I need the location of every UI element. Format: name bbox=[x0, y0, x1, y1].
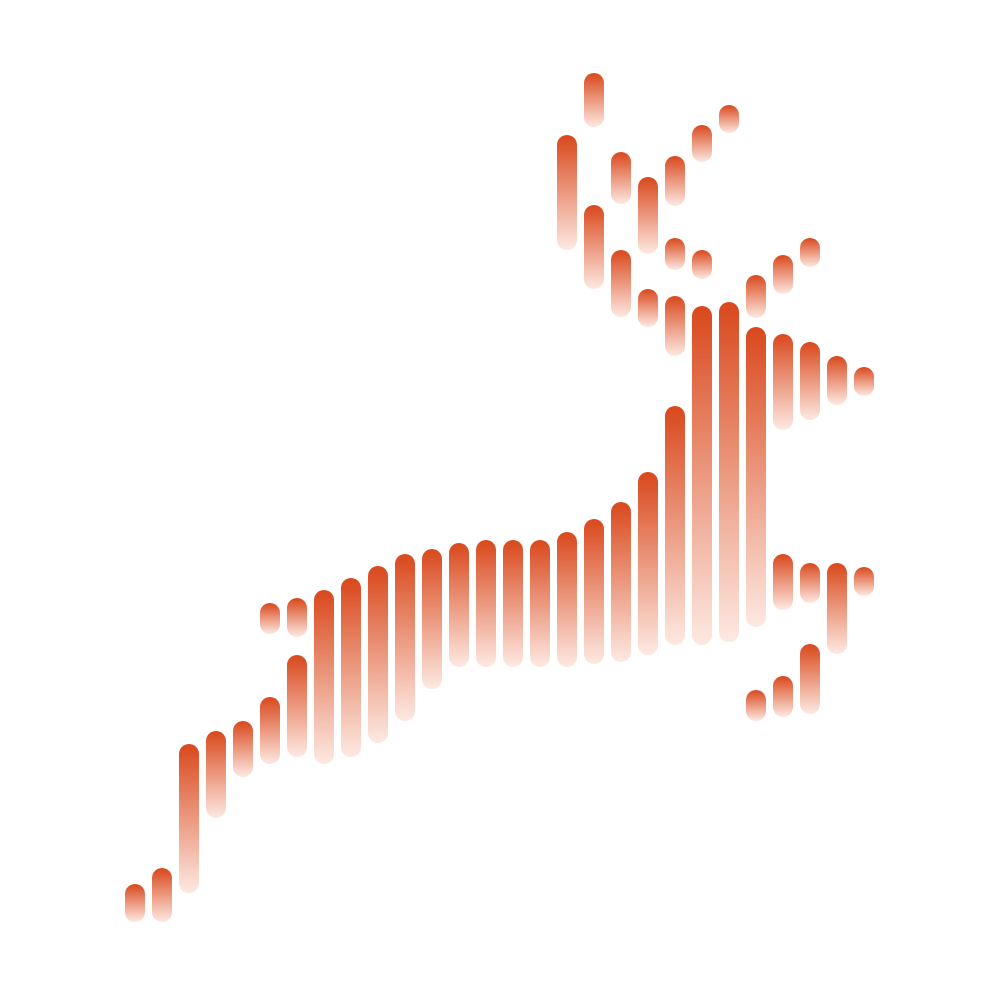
deer-bar-28 bbox=[800, 342, 820, 420]
deer-bar-48 bbox=[692, 125, 712, 162]
deer-bar-16 bbox=[476, 540, 496, 667]
deer-bar-45 bbox=[665, 156, 685, 206]
deer-bar-18 bbox=[530, 540, 550, 667]
deer-bar-7 bbox=[260, 603, 280, 634]
deer-bar-2 bbox=[152, 868, 172, 922]
deer-bar-41 bbox=[611, 152, 631, 204]
deer-bar-8 bbox=[287, 598, 307, 637]
deer-bar-43 bbox=[638, 177, 658, 254]
deer-bar-37 bbox=[800, 644, 820, 714]
deer-bar-50 bbox=[719, 105, 739, 133]
deer-bar-26 bbox=[746, 327, 766, 627]
deer-bar-49 bbox=[692, 250, 712, 279]
deer-bar-4 bbox=[206, 731, 226, 818]
deer-bar-13 bbox=[395, 554, 415, 721]
deer-bar-44 bbox=[638, 289, 658, 327]
deer-bar-1 bbox=[125, 884, 145, 922]
deer-bar-30 bbox=[854, 367, 874, 396]
deer-bar-24 bbox=[692, 306, 712, 645]
deer-bar-53 bbox=[800, 238, 820, 267]
deer-bar-29 bbox=[827, 356, 847, 405]
deer-bar-36 bbox=[773, 676, 793, 717]
deer-bar-group bbox=[125, 73, 874, 922]
deer-bar-19 bbox=[557, 532, 577, 667]
deer-bar-23 bbox=[665, 406, 685, 645]
deer-bar-11 bbox=[341, 578, 361, 757]
deer-bar-47 bbox=[665, 296, 685, 356]
deer-bar-6 bbox=[260, 697, 280, 764]
deer-bar-12 bbox=[368, 566, 388, 743]
deer-bar-34 bbox=[854, 567, 874, 596]
deer-bar-22 bbox=[638, 472, 658, 655]
deer-bar-15 bbox=[449, 543, 469, 667]
deer-bar-31 bbox=[773, 554, 793, 610]
deer-bar-5 bbox=[233, 721, 253, 777]
deer-bar-52 bbox=[773, 255, 793, 294]
deer-bar-46 bbox=[665, 238, 685, 270]
deer-bar-17 bbox=[503, 540, 523, 667]
deer-bar-10 bbox=[314, 590, 334, 764]
deer-bar-33 bbox=[827, 563, 847, 654]
deer-bar-27 bbox=[773, 334, 793, 430]
deer-bar-38 bbox=[557, 135, 577, 250]
deer-bar-25 bbox=[719, 302, 739, 642]
deer-bar-42 bbox=[611, 250, 631, 317]
deer-bar-51 bbox=[746, 275, 766, 318]
deer-bar-14 bbox=[422, 549, 442, 689]
deer-bar-40 bbox=[584, 205, 604, 289]
deer-bar-20 bbox=[584, 519, 604, 664]
deer-bar-3 bbox=[179, 744, 199, 893]
deer-bar-39 bbox=[584, 73, 604, 127]
deer-bar-21 bbox=[611, 502, 631, 662]
deer-bar-35 bbox=[746, 690, 766, 721]
deer-bar-32 bbox=[800, 563, 820, 603]
deer-bar-9 bbox=[287, 655, 307, 757]
